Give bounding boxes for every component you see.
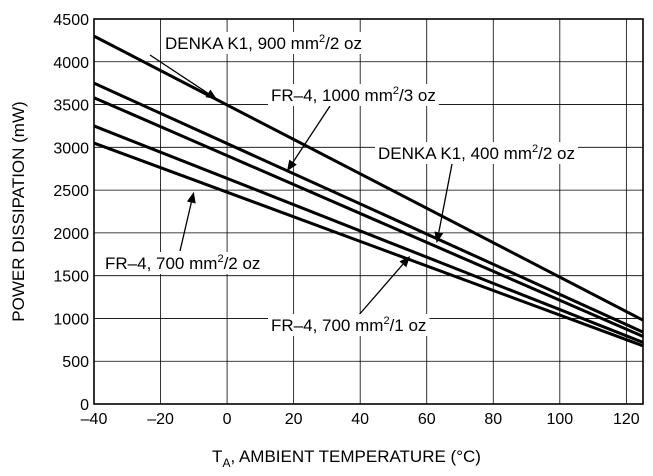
x-axis-label-sub: A — [222, 456, 230, 470]
annotation-text-pre: DENKA K1, 900 mm — [165, 34, 319, 53]
series-annotation-4: FR–4, 700 mm2/2 oz — [102, 191, 264, 274]
annotation-text-post: /2 oz — [538, 144, 575, 163]
x-tick-label: 0 — [223, 411, 232, 428]
x-axis-label-main: T — [212, 447, 222, 466]
series-annotation-1: DENKA K1, 900 mm2/2 oz — [149, 32, 365, 100]
annotation-text-post: /2 oz — [224, 254, 261, 273]
annotation-label: FR–4, 700 mm2/1 oz — [271, 315, 426, 335]
series-line-2 — [93, 81, 644, 334]
y-tick-label: 500 — [62, 354, 89, 371]
annotation-text-sup: 2 — [217, 253, 223, 265]
y-tick-label: 3000 — [53, 140, 89, 157]
arrow-head — [205, 89, 218, 100]
tick-labels: –40 –20 0 20 40 60 80 100 120 0 500 1000 1500 2000 250… — [53, 12, 639, 428]
plot-frame — [93, 18, 644, 405]
x-axis-label-rest: , AMBIENT TEMPERATURE (°C) — [230, 447, 481, 466]
y-tick-label: 4000 — [53, 55, 89, 72]
x-tick-label: 120 — [613, 411, 640, 428]
annotation-text-sup: 2 — [393, 85, 399, 97]
annotation-bg — [268, 84, 439, 106]
annotation-label: DENKA K1, 400 mm2/2 oz — [378, 143, 575, 163]
annotation-bg — [162, 32, 365, 54]
x-tick-label: 100 — [546, 411, 573, 428]
annotation-text-sup: 2 — [319, 33, 325, 45]
x-tick-label: –20 — [147, 411, 174, 428]
arrow-head — [286, 159, 297, 172]
y-tick-label: 2000 — [53, 226, 89, 243]
x-tick-label: 40 — [351, 411, 369, 428]
annotation-label: FR–4, 700 mm2/2 oz — [105, 253, 260, 273]
annotation-leader — [149, 54, 209, 94]
annotation-text-post: /3 oz — [399, 86, 436, 105]
arrow-head — [399, 255, 411, 268]
annotation-leader — [357, 263, 404, 317]
y-tick-label: 0 — [80, 397, 89, 414]
series-annotation-2: FR–4, 1000 mm2/3 oz — [268, 84, 439, 172]
annotation-leader — [179, 202, 192, 252]
x-axis-label: TA, AMBIENT TEMPERATURE (°C) — [212, 447, 481, 470]
grid — [93, 18, 643, 405]
annotation-text-post: /2 oz — [325, 34, 362, 53]
annotation-text-pre: DENKA K1, 400 mm — [378, 144, 532, 163]
annotation-text-sup: 2 — [383, 315, 389, 327]
y-axis-label: POWER DISSIPATION (mW) — [9, 101, 28, 321]
annotation-text-pre: FR–4, 1000 mm — [271, 86, 393, 105]
annotation-bg — [268, 314, 430, 336]
y-tick-label: 1500 — [53, 269, 89, 286]
annotation-text-pre: FR–4, 700 mm — [105, 254, 217, 273]
series-lines — [93, 34, 644, 348]
x-tick-label: –40 — [81, 411, 108, 428]
annotation-bg — [375, 142, 578, 164]
series-annotation-5: FR–4, 700 mm2/1 oz — [268, 255, 430, 336]
y-tick-label: 4500 — [53, 12, 89, 29]
series-annotation-3: DENKA K1, 400 mm2/2 oz — [375, 142, 578, 244]
annotation-text-post: /1 oz — [390, 316, 427, 335]
annotation-text-pre: FR–4, 700 mm — [271, 316, 383, 335]
annotation-text-sup: 2 — [532, 143, 538, 155]
arrow-head — [186, 191, 196, 204]
x-tick-label: 80 — [484, 411, 502, 428]
x-tick-label: 60 — [418, 411, 436, 428]
annotation-label: DENKA K1, 900 mm2/2 oz — [165, 33, 362, 53]
annotation-label: FR–4, 1000 mm2/3 oz — [271, 85, 436, 105]
annotation-leader — [292, 105, 331, 163]
annotation-bg — [102, 252, 264, 274]
arrow-head — [434, 231, 444, 244]
annotation-leader — [438, 163, 453, 233]
y-tick-label: 2500 — [53, 183, 89, 200]
y-tick-label: 3500 — [53, 98, 89, 115]
series-line-3 — [93, 96, 644, 338]
series-line-5 — [93, 141, 644, 348]
y-tick-label: 1000 — [53, 311, 89, 328]
series-line-1 — [93, 34, 644, 322]
x-tick-label: 20 — [285, 411, 303, 428]
series-line-4 — [93, 124, 644, 344]
